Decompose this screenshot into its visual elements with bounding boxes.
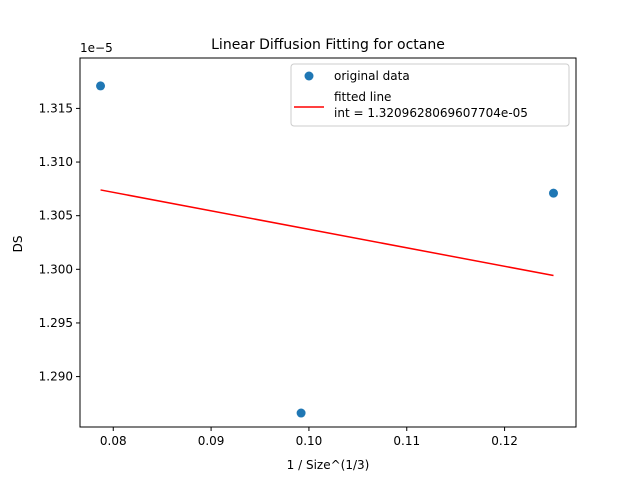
fitted-line: [100, 189, 554, 277]
y-tick-label: 1.310: [39, 155, 73, 169]
legend-label: fitted line: [334, 90, 391, 104]
data-point: [296, 408, 306, 418]
x-tick-label: 0.11: [393, 434, 420, 448]
legend-label: int = 1.3209628069607704e-05: [334, 106, 528, 120]
x-axis-label: 1 / Size^(1/3): [287, 458, 370, 472]
y-tick-label: 1.295: [39, 316, 73, 330]
y-axis-label: DS: [11, 236, 25, 253]
y-tick-label: 1.305: [39, 209, 73, 223]
plot-area: 0.08 0.09 0.10 0.11 0.12 1.290 1.295 1.300 1.305…: [39, 57, 577, 448]
y-axis-offset-label: 1e−5: [80, 41, 113, 55]
data-point: [96, 81, 106, 91]
legend: original data fitted line int = 1.3209628…: [290, 63, 570, 127]
legend-box: [290, 63, 570, 127]
y-tick-label: 1.315: [39, 101, 73, 115]
x-tick-label: 0.09: [198, 434, 225, 448]
y-tick-label: 1.290: [39, 370, 73, 384]
y-tick-label: 1.300: [39, 262, 73, 276]
legend-label: original data: [334, 69, 410, 83]
legend-marker: [304, 71, 314, 81]
axes-frame: [79, 57, 577, 428]
x-tick-label: 0.12: [491, 434, 518, 448]
chart-title: Linear Diffusion Fitting for octane: [211, 37, 445, 53]
data-point: [548, 188, 558, 198]
x-tick-label: 0.08: [100, 434, 127, 448]
x-tick-label: 0.10: [296, 434, 323, 448]
